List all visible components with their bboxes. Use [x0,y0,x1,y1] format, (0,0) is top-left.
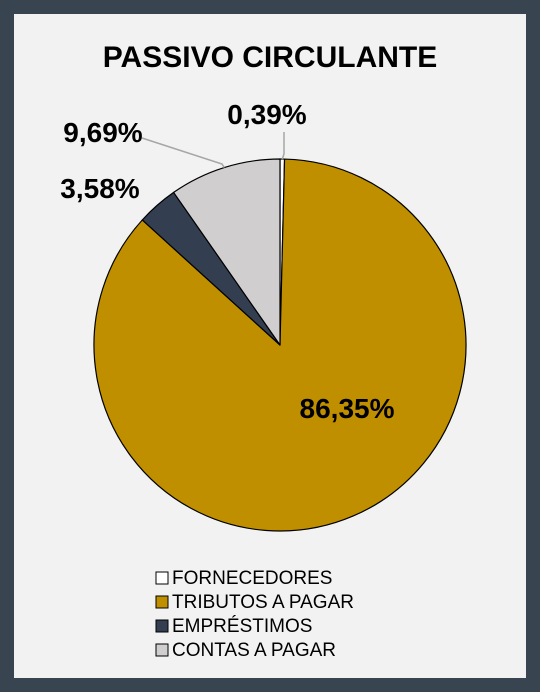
data-label-emprestimos: 3,58% [60,173,139,204]
legend-label-emprestimos: EMPRÉSTIMOS [172,616,312,637]
data-label-contas-a-pagar: 9,69% [63,117,142,148]
leader-line-fornecedores [282,132,284,159]
legend-label-tributos-a-pagar: TRIBUTOS A PAGAR [172,592,354,613]
legend-label-contas-a-pagar: CONTAS A PAGAR [172,640,336,661]
legend-swatch-emprestimos [156,620,168,632]
legend: FORNECEDORES TRIBUTOS A PAGAR EMPRÉSTIMOS C… [156,568,354,661]
leader-line-contas-a-pagar [142,138,224,168]
legend-swatch-tributos-a-pagar [156,596,168,608]
data-label-fornecedores: 0,39% [227,99,306,130]
chart-panel: PASSIVO CIRCULANTE 0,39% 86,35% 3,58% 9,69%… [14,14,526,678]
data-label-tributos-a-pagar: 86,35% [300,393,395,424]
legend-swatch-contas-a-pagar [156,644,168,656]
pie-slices [94,159,466,531]
legend-label-fornecedores: FORNECEDORES [172,568,332,589]
pie-chart: PASSIVO CIRCULANTE 0,39% 86,35% 3,58% 9,69%… [14,14,526,678]
chart-title: PASSIVO CIRCULANTE [103,41,437,74]
legend-swatch-fornecedores [156,572,168,584]
